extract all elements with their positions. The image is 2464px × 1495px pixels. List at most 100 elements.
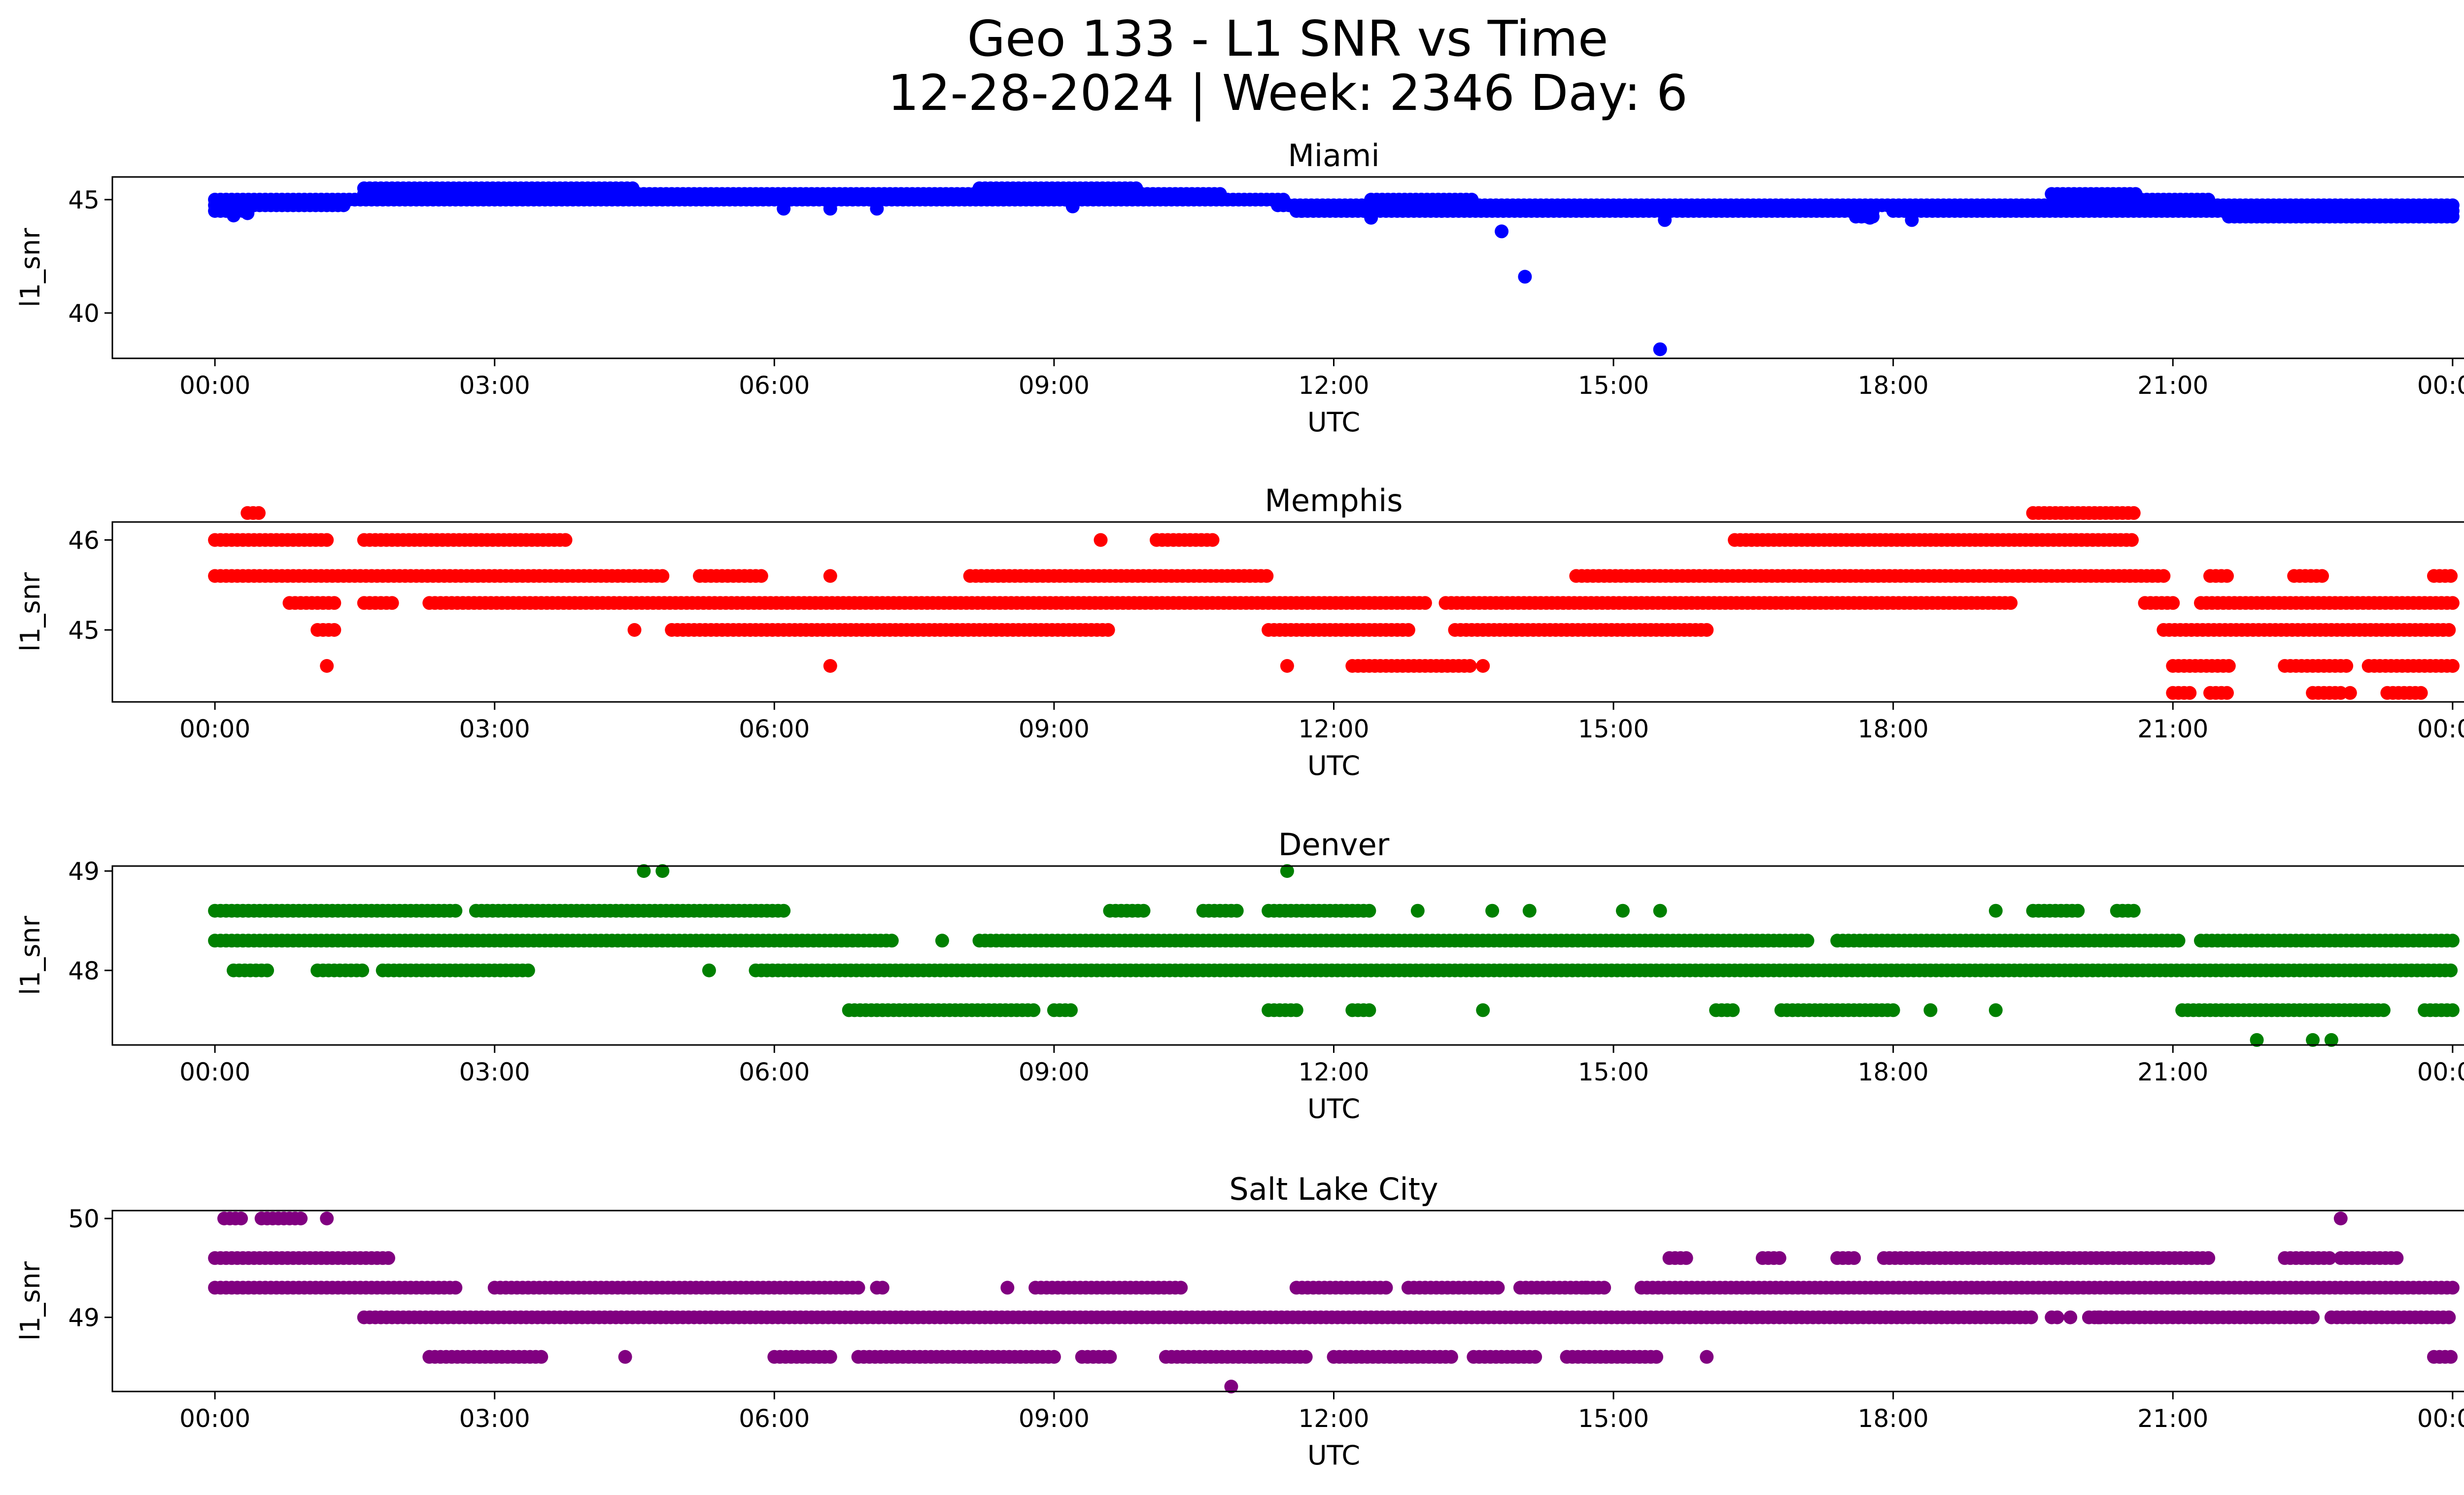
chart-2-xtick-label-6: 18:00 [1858,1058,1929,1086]
chart-0-points [208,181,2460,356]
chart-2-point-146 [2126,904,2141,918]
chart-1-point-985 [1463,659,1477,673]
chart-3-point-812 [2306,1310,2320,1324]
chart-3-point-771 [2050,1310,2064,1324]
chart-3-xlabel: UTC [1307,1440,1360,1471]
chart-2-xtick-label-0: 00:00 [179,1058,250,1086]
chart-2-point-873 [2444,963,2458,977]
chart-0-point-986 [870,202,884,216]
chart-3-point-247 [875,1281,890,1295]
chart-2-xtick-label-5: 15:00 [1578,1058,1649,1086]
chart-1-xtick-label-2: 06:00 [739,715,810,743]
chart-1-xlabel: UTC [1307,750,1360,781]
chart-1-point-141 [2125,533,2139,547]
chart-0-ytick-label-1: 45 [68,186,100,214]
chart-3-point-834 [2442,1310,2456,1324]
chart-1-point-234 [754,569,768,583]
chart-0-point-482 [1129,181,1143,195]
chart-0-xtick-label-2: 06:00 [739,371,810,400]
chart-2-point-142 [2071,904,2085,918]
chart-3-ytick-label-0: 49 [68,1304,100,1332]
chart-2-xtick-label-3: 09:00 [1019,1058,1090,1086]
chart-2-point-994 [2306,1033,2320,1047]
chart-2-point-268 [885,934,899,948]
chart-0-point-987 [1065,199,1080,213]
chart-3-xtick-label-5: 15:00 [1578,1404,1649,1433]
chart-3-ylabel: l1_snr [15,1261,46,1341]
chart-2-point-992 [1280,864,1294,878]
chart-1-point-996 [2222,659,2236,673]
chart-3-point-855 [534,1350,548,1364]
chart-2-xtick-label-8: 00:00 [2417,1058,2464,1086]
chart-1-point-963 [2442,623,2456,637]
chart-3-point-995 [1578,1281,1593,1295]
chart-2-point-533 [260,963,274,977]
chart-3-ytick-label-1: 50 [68,1205,100,1233]
chart-1-point-1067 [2126,506,2141,520]
chart-1-point-704 [2004,596,2018,610]
chart-3-point-44 [381,1251,395,1265]
chart-1-point-1073 [1476,659,1490,673]
figure-title-line-2: 12-28-2024 | Week: 2346 Day: 6 [888,64,1687,122]
chart-1-point-1075 [2445,659,2460,673]
chart-1-point-408 [2444,569,2458,583]
chart-3-title: Salt Lake City [1229,1171,1438,1207]
chart-2-xtick-label-7: 21:00 [2137,1058,2208,1086]
chart-3-point-991 [618,1350,632,1364]
chart-2-point-418 [1800,934,1814,948]
chart-3-point-997 [2063,1310,2078,1324]
chart-2-xlabel: UTC [1307,1093,1360,1124]
chart-2-point-133 [1988,904,2003,918]
chart-2-point-907 [1027,1003,1041,1017]
chart-1-xtick-label-8: 00:00 [2417,715,2464,743]
chart-1-point-404 [2315,569,2329,583]
chart-3-point-52 [1772,1251,1786,1265]
chart-0-xtick-label-5: 15:00 [1578,371,1649,400]
chart-1-point-1069 [823,659,837,673]
chart-1-point-1028 [2183,686,2197,700]
chart-3-point-934 [1299,1350,1313,1364]
chart-0-xtick-label-7: 21:00 [2137,371,2208,400]
chart-2-point-995 [2324,1033,2338,1047]
chart-2-point-996 [702,963,716,977]
chart-3-xtick-label-1: 03:00 [459,1404,530,1433]
chart-3-point-992 [1000,1281,1015,1295]
chart-1-point-756 [2445,596,2460,610]
figure-title-line-1: Geo 133 - L1 SNR vs Time [967,10,1608,68]
chart-2-xtick-label-1: 03:00 [459,1058,530,1086]
chart-0-point-985 [823,202,837,216]
chart-0-point-977 [1364,210,1378,225]
chart-3-xtick-label-6: 18:00 [1858,1404,1929,1433]
chart-0-point-974 [1495,224,1509,239]
chart-0-ytick-label-0: 40 [68,299,100,328]
chart-2-xtick-label-4: 12:00 [1298,1058,1369,1086]
chart-1-xtick-label-3: 09:00 [1019,715,1090,743]
chart-2-ytick-label-0: 48 [68,957,100,985]
chart-3-point-993 [2091,1310,2105,1324]
chart-0-point-975 [1518,270,1532,284]
chart-3-point-998 [2352,1310,2366,1324]
chart-0-xtick-label-8: 00:00 [2417,371,2464,400]
chart-2-xtick-label-2: 06:00 [739,1058,810,1086]
chart-0-point-976 [1653,342,1667,356]
chart-0-point-388 [1213,187,1227,201]
chart-2-point-983 [2376,1003,2391,1017]
chart-3-point-274 [1174,1281,1188,1295]
chart-3-points [208,1212,2460,1393]
chart-3-point-56 [1847,1251,1861,1265]
chart-2-point-911 [1064,1003,1078,1017]
chart-2-point-990 [637,864,651,878]
chart-1-point-1070 [1280,659,1294,673]
chart-1-point-602 [1418,596,1432,610]
chart-1-point-1045 [2414,686,2428,700]
chart-0-point-979 [1658,213,1672,227]
chart-2-point-269 [935,934,949,948]
chart-2-point-925 [1726,1003,1740,1017]
chart-2-point-526 [2445,934,2460,948]
chart-2-title: Denver [1278,827,1390,863]
chart-0-xtick-label-3: 09:00 [1019,371,1090,400]
chart-3-point-115 [2201,1251,2216,1265]
chart-0-point-981 [1905,213,1919,227]
chart-2-point-1003 [1923,1003,1938,1017]
chart-1-point-1071 [627,623,642,637]
